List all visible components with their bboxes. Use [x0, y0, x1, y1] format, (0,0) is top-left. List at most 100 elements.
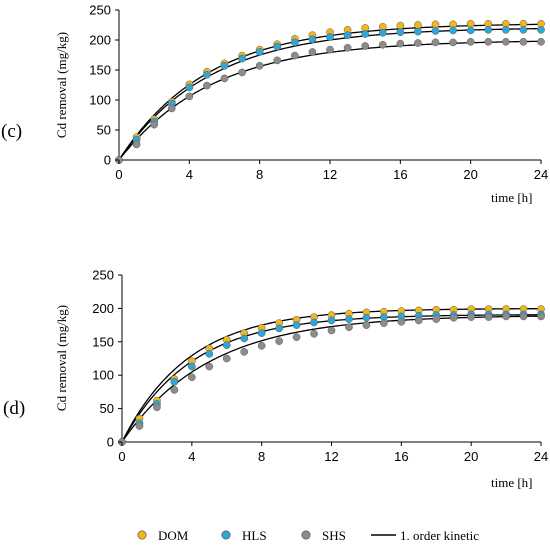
x-tick-label: 20 — [463, 167, 477, 182]
fit-curves-c — [118, 23, 542, 161]
point-hls-c — [378, 28, 387, 37]
point-shs-d — [537, 312, 545, 321]
point-hls-d — [222, 341, 231, 349]
chart-panel-d: (d) Cd removal (mg/kg) time [h] 0 4 8 12 16 2… — [3, 268, 548, 491]
point-shs-c — [308, 48, 317, 56]
point-hls-c — [431, 27, 440, 35]
point-shs-c — [396, 39, 405, 48]
legend-marker-dom — [137, 530, 147, 540]
fit-curve-shs-d — [121, 315, 542, 443]
point-shs-c — [203, 81, 211, 90]
y-tick-label: 100 — [92, 368, 114, 383]
point-hls-c — [273, 42, 282, 51]
legend-label-shs: SHS — [322, 528, 346, 543]
point-hls-c — [290, 38, 299, 47]
point-hls-c — [255, 48, 264, 56]
x-tick-label: 24 — [534, 449, 548, 464]
point-hls-c — [519, 25, 528, 34]
point-shs-d — [222, 354, 231, 363]
y-tick-label: 100 — [89, 93, 111, 108]
fit-curve-shs-c — [118, 40, 542, 161]
point-hls-d — [345, 315, 353, 323]
point-shs-d — [397, 317, 406, 326]
point-shs-d — [205, 362, 214, 371]
point-shs-d — [380, 319, 388, 327]
y-tick-label: 200 — [92, 301, 114, 316]
point-shs-d — [257, 341, 266, 350]
point-shs-c — [431, 38, 440, 47]
point-hls-c — [396, 28, 405, 37]
point-shs-d — [187, 373, 196, 382]
point-hls-d — [310, 318, 318, 327]
point-shs-c — [537, 37, 545, 46]
y-tick-label: 50 — [97, 123, 111, 138]
y-tick-label: 250 — [92, 268, 114, 283]
x-tick-label: 24 — [534, 167, 548, 182]
point-hls-c — [361, 30, 370, 38]
point-shs-d — [414, 316, 423, 325]
ticks-d: 0 4 8 12 16 20 24 0 50 100 150 200 250 — [92, 268, 548, 465]
point-hls-d — [240, 334, 249, 343]
x-tick-label: 0 — [115, 167, 122, 182]
x-tick-label: 4 — [188, 449, 195, 464]
point-shs-d — [153, 403, 161, 412]
point-hls-c — [203, 70, 211, 79]
y-tick-label: 50 — [100, 401, 114, 416]
legend-label-fit: 1. order kinetic — [400, 528, 479, 543]
legend-marker-shs — [301, 530, 311, 540]
point-shs-c — [167, 104, 176, 113]
point-shs-d — [449, 313, 458, 322]
legend-item-shs: SHS — [301, 528, 346, 543]
point-shs-c — [238, 68, 246, 77]
ticks-c: 0 4 8 12 16 20 24 0 50 100 150 200 250 — [89, 3, 548, 183]
point-shs-d — [484, 313, 493, 321]
point-shs-c — [132, 140, 141, 149]
point-shs-c — [378, 40, 387, 49]
point-shs-d — [292, 333, 301, 341]
x-axis-title-d: time [h] — [491, 475, 533, 490]
x-tick-label: 12 — [324, 449, 338, 464]
x-tick-label: 0 — [118, 449, 125, 464]
point-hls-d — [362, 313, 371, 322]
point-hls-c — [484, 25, 493, 34]
y-tick-label: 250 — [89, 3, 111, 18]
point-dom-c — [466, 19, 475, 28]
point-hls-d — [205, 349, 214, 358]
point-shs-c — [150, 120, 159, 129]
point-shs-c — [255, 61, 264, 70]
x-tick-label: 8 — [256, 167, 263, 182]
x-tick-label: 4 — [186, 167, 193, 182]
point-shs-c — [343, 43, 352, 52]
point-hls-c — [537, 25, 545, 34]
point-hls-c — [308, 35, 317, 44]
y-axis-title-c: Cd removal (mg/kg) — [54, 32, 69, 138]
y-axis-title-d: Cd removal (mg/kg) — [54, 305, 69, 411]
x-tick-label: 20 — [464, 449, 478, 464]
panel-label-d: (d) — [3, 398, 25, 419]
point-shs-c — [220, 74, 229, 83]
point-hls-c — [220, 61, 229, 70]
point-hls-d — [187, 362, 196, 371]
point-dom-c — [414, 21, 422, 29]
point-shs-c — [273, 56, 282, 65]
point-shs-d — [170, 386, 179, 394]
point-hls-d — [257, 329, 266, 337]
y-tick-label: 0 — [104, 153, 111, 168]
point-hls-c — [466, 26, 475, 35]
point-shs-d — [135, 422, 144, 430]
point-shs-c — [449, 38, 457, 47]
x-axis-title-c: time [h] — [491, 190, 533, 205]
point-hls-d — [292, 321, 301, 329]
legend-item-hls: HLS — [221, 528, 267, 543]
x-tick-label: 12 — [323, 167, 337, 182]
point-shs-c — [326, 45, 334, 54]
point-shs-d — [519, 312, 528, 321]
point-hls-c — [326, 33, 334, 41]
point-hls-c — [343, 31, 352, 40]
point-dom-c — [396, 21, 405, 30]
point-shs-d — [502, 312, 510, 321]
data-points-c — [115, 19, 545, 164]
x-tick-label: 16 — [394, 449, 408, 464]
legend-item-fit: 1. order kinetic — [371, 528, 479, 543]
